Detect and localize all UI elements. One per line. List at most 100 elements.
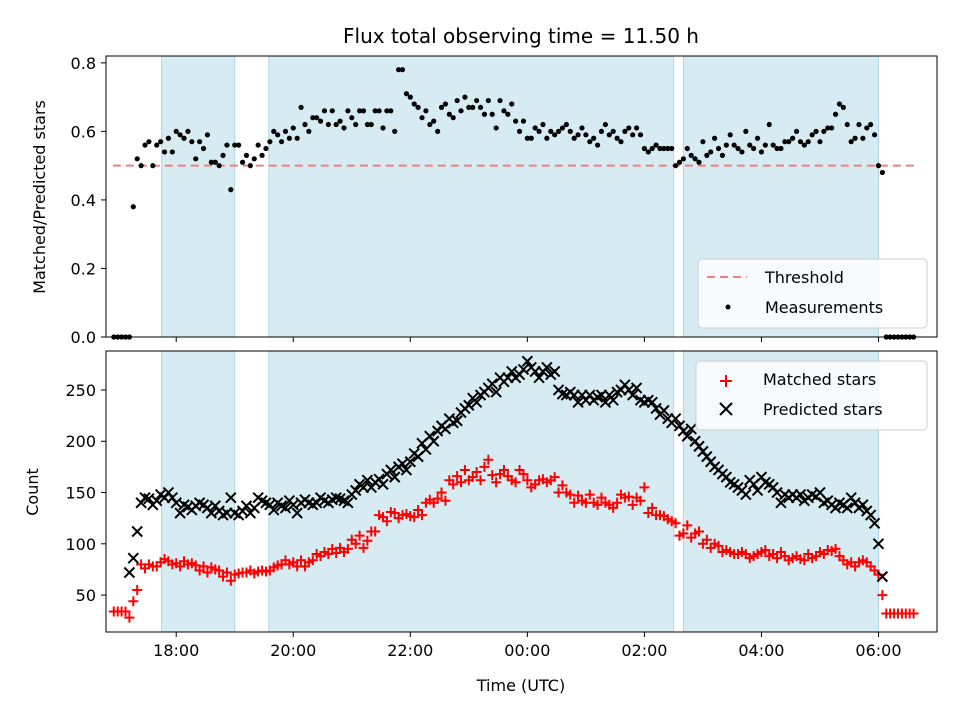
matched-star-point	[647, 502, 658, 513]
measurement-point	[583, 132, 589, 138]
x-tick-label: 02:00	[621, 641, 667, 660]
measurement-point	[563, 121, 569, 128]
measurement-point	[766, 121, 772, 128]
measurement-point	[493, 125, 499, 131]
measurement-point	[228, 187, 234, 193]
predicted-star-point	[646, 396, 658, 408]
measurement-point	[353, 121, 359, 128]
legend-matched-swatch	[720, 375, 732, 387]
matched-star-point	[221, 567, 232, 578]
matched-star-point	[370, 526, 381, 537]
legend-predicted-swatch	[719, 402, 733, 416]
measurement-point	[817, 139, 823, 145]
matched-star-point	[132, 584, 143, 595]
measurement-point	[633, 125, 640, 131]
measurement-point	[325, 121, 331, 128]
measurement-point	[435, 128, 441, 134]
measurement-point	[438, 104, 445, 111]
measurement-point	[520, 118, 527, 124]
measurement-point	[224, 142, 230, 148]
measurement-point	[731, 142, 737, 148]
matched-star-point	[522, 475, 533, 486]
measurement-point	[747, 142, 753, 148]
top-x-ticks	[175, 337, 879, 342]
predicted-star-point	[400, 464, 413, 476]
measurement-point	[337, 118, 343, 124]
measurement-point	[778, 145, 784, 152]
measurement-point	[700, 139, 706, 145]
measurement-point	[598, 128, 605, 134]
measurement-point	[165, 135, 172, 141]
predicted-star-point	[533, 371, 545, 384]
measurement-point	[255, 142, 261, 148]
matched-star-point	[584, 489, 595, 500]
predicted-star-point	[775, 497, 787, 509]
measurement-point	[310, 115, 316, 121]
y-tick-label: 150	[65, 484, 96, 503]
predicted-star-point	[388, 471, 401, 483]
matched-star-point	[565, 489, 576, 500]
measurement-point	[489, 111, 495, 117]
matched-star-point	[713, 540, 724, 551]
measurement-point	[532, 125, 538, 131]
measurement-point	[161, 149, 168, 155]
x-tick-label: 00:00	[504, 641, 550, 660]
measurement-point	[239, 159, 246, 165]
matched-star-point	[877, 590, 888, 601]
measurement-point	[513, 118, 519, 124]
matched-star-point	[518, 469, 529, 480]
predicted-star-point	[740, 488, 752, 501]
measurement-point	[134, 156, 140, 162]
matched-star-point	[908, 608, 919, 619]
predicted-stars-points	[123, 355, 889, 583]
matched-star-point	[202, 567, 213, 578]
measurement-point	[154, 142, 160, 148]
measurement-point	[852, 135, 858, 141]
measurement-point	[158, 139, 164, 145]
measurement-point	[505, 111, 511, 117]
legend-measurements-label: Measurements	[765, 298, 883, 317]
measurement-point	[236, 142, 242, 148]
measurement-point	[610, 128, 616, 134]
predicted-star-point	[268, 504, 280, 516]
measurement-point	[446, 111, 452, 117]
matched-star-point	[475, 475, 486, 486]
predicted-star-point	[868, 517, 881, 529]
matched-star-point	[483, 454, 494, 465]
predicted-star-point	[685, 423, 697, 435]
matched-star-point	[354, 530, 365, 541]
measurement-point	[571, 135, 577, 141]
measurement-point	[552, 132, 558, 138]
measurement-point	[251, 156, 257, 162]
chart-title: Flux total observing time = 11.50 h	[343, 24, 699, 48]
predicted-star-point	[291, 507, 303, 519]
matched-star-point	[323, 549, 334, 560]
measurement-point	[454, 97, 460, 104]
predicted-star-point	[377, 478, 389, 491]
predicted-star-point	[669, 412, 682, 425]
matched-star-point	[639, 482, 650, 493]
matched-star-point	[214, 565, 225, 576]
measurement-point	[829, 125, 835, 131]
matched-star-point	[307, 555, 318, 566]
measurement-point	[614, 135, 620, 141]
matched-star-point	[573, 490, 584, 501]
measurement-point	[591, 135, 597, 141]
measurement-point	[329, 108, 335, 114]
predicted-star-point	[123, 566, 136, 579]
measurement-point	[801, 142, 807, 148]
measurement-point	[474, 97, 480, 104]
measurement-point	[821, 128, 827, 134]
predicted-star-point	[439, 423, 452, 435]
predicted-star-point	[857, 499, 869, 511]
predicted-star-point	[658, 404, 670, 417]
measurement-point	[399, 67, 406, 73]
measurement-point	[813, 128, 819, 134]
predicted-star-point	[490, 386, 502, 398]
matched-star-point	[549, 472, 560, 483]
measurement-point	[782, 139, 788, 145]
predicted-star-point	[127, 552, 140, 564]
measurement-point	[516, 128, 523, 134]
x-tick-label: 04:00	[738, 641, 784, 660]
